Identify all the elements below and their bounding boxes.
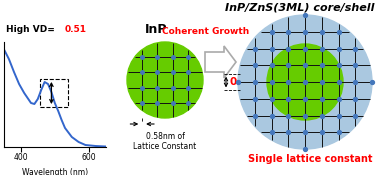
Text: Single lattice constant: Single lattice constant [248,154,372,164]
Circle shape [127,42,203,118]
Circle shape [238,15,372,149]
Text: 0.51: 0.51 [65,25,87,34]
Y-axis label: Abs.: Abs. [0,85,2,104]
Text: 0.58nm of
Lattice Constant: 0.58nm of Lattice Constant [133,132,197,151]
Text: Coherent Growth: Coherent Growth [162,27,249,36]
Circle shape [267,44,343,120]
Text: High VD=: High VD= [6,25,58,34]
Text: 0.56nm: 0.56nm [230,77,274,87]
Text: InP/ZnS(3ML) core/shell: InP/ZnS(3ML) core/shell [225,3,375,13]
Bar [39,79,68,107]
Polygon shape [205,46,236,78]
Text: InP: InP [145,23,167,36]
X-axis label: Wavelength (nm): Wavelength (nm) [22,168,88,175]
